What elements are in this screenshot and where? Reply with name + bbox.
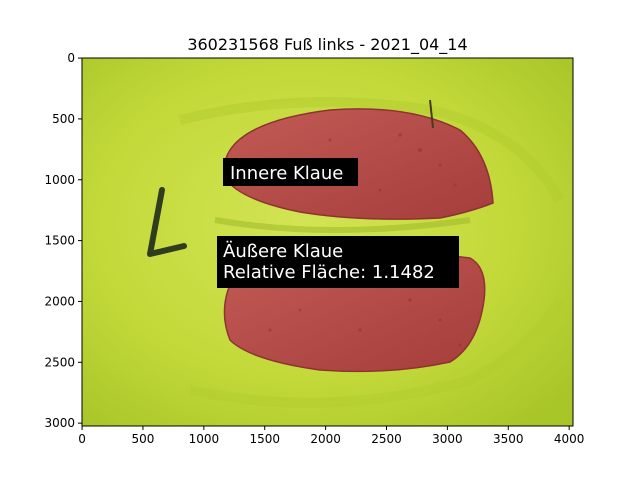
- x-tick-label: 2500: [371, 432, 402, 446]
- y-tick-label: 1500: [44, 234, 75, 248]
- axes-frame: [81, 57, 574, 427]
- inner-claw-region: [223, 108, 494, 220]
- y-tick-label: 2000: [44, 294, 75, 308]
- inner-claw-label-text: Innere Klaue: [230, 163, 343, 184]
- x-tick-label: 1500: [249, 432, 280, 446]
- outer-claw-label: Äußere Klaue Relative Fläche: 1.1482: [217, 236, 459, 288]
- y-tick-label: 2500: [44, 355, 75, 369]
- x-tick-label: 2000: [310, 432, 341, 446]
- y-tick-label: 500: [52, 112, 75, 126]
- y-tick-label: 3000: [44, 416, 75, 430]
- y-tick-label: 0: [67, 51, 75, 65]
- x-tick-label: 500: [131, 432, 154, 446]
- y-axis: 0 500 1000 1500 2000 2500 3000: [44, 51, 82, 430]
- x-tick-label: 0: [78, 432, 86, 446]
- handwritten-l-mark: [147, 187, 187, 257]
- outer-claw-label-line1: Äußere Klaue: [223, 241, 343, 262]
- inner-claw-label: Innere Klaue: [223, 158, 358, 186]
- chart-title: 360231568 Fuß links - 2021_04_14: [187, 35, 467, 55]
- y-tick-label: 1000: [44, 173, 75, 187]
- x-tick-label: 1000: [189, 432, 220, 446]
- x-tick-label: 4000: [554, 432, 585, 446]
- outer-claw-label-line2: Relative Fläche: 1.1482: [223, 262, 435, 283]
- x-axis: 0 500 1000 1500 2000 2500 3000 3500 4000: [78, 426, 584, 446]
- x-tick-label: 3000: [432, 432, 463, 446]
- x-tick-label: 3500: [493, 432, 524, 446]
